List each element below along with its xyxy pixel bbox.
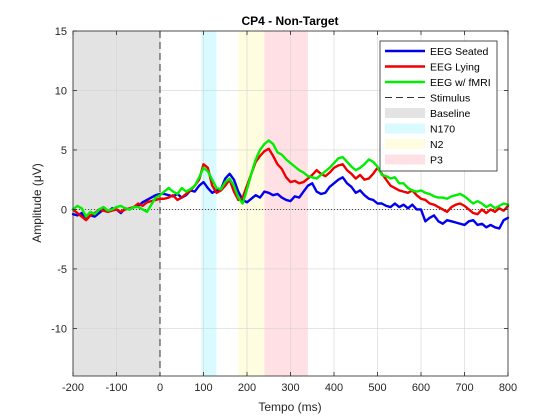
legend-entry-n2-label: N2 (430, 139, 444, 151)
series-line-eeg-w-fmri (71, 139, 510, 218)
x-axis-ticks: -200 -100 0 100 200 300 400 500 600 700 800 (62, 31, 517, 394)
region-n170 (201, 31, 217, 376)
x-tick-label: 700 (455, 382, 473, 394)
legend-entry-p3-label: P3 (430, 155, 443, 167)
legend-entry-p3-swatch (385, 154, 425, 165)
x-tick-label: 100 (194, 382, 212, 394)
y-tick-label: 15 (55, 26, 67, 38)
legend: EEG Seated EEG Lying EEG w/ fMRI Stimulus Ba… (379, 40, 498, 172)
y-axis-ticks: 15 10 5 0 -5 -10 (51, 26, 508, 335)
series-line-eeg-lying (71, 147, 510, 222)
x-tick-label: 500 (368, 382, 386, 394)
series-line-eeg-seated (71, 172, 510, 230)
legend-entry-eeg-w-fmri-label: EEG w/ fMRI (430, 77, 491, 89)
legend-entry-baseline-swatch (385, 108, 425, 118)
x-tick-label: -100 (105, 382, 127, 394)
series-lines (71, 139, 510, 230)
legend-entry-stimulus-label: Stimulus (430, 93, 470, 105)
y-axis-label: Amplitude (μV) (30, 163, 44, 243)
y-tick-label: 5 (61, 145, 67, 157)
legend-entry-baseline-label: Baseline (430, 108, 470, 120)
legend-entry-n170-swatch (385, 123, 425, 134)
x-tick-label: 600 (412, 382, 430, 394)
x-tick-label: -200 (62, 382, 84, 394)
chart-title: CP4 - Non-Target (241, 14, 338, 28)
legend-entry-eeg-seated-label: EEG Seated (430, 46, 489, 58)
x-tick-label: 200 (238, 382, 256, 394)
x-tick-label: 400 (325, 382, 343, 394)
x-tick-label: 0 (157, 382, 163, 394)
y-tick-label: -5 (57, 264, 67, 276)
x-axis-label: Tempo (ms) (258, 400, 321, 414)
reference-lines (73, 31, 508, 376)
x-tick-label: 300 (281, 382, 299, 394)
highlight-regions (73, 31, 308, 376)
y-tick-label: 10 (55, 85, 67, 97)
y-tick-label: -10 (51, 323, 67, 335)
legend-entry-eeg-lying-label: EEG Lying (430, 62, 480, 74)
x-tick-label: 800 (499, 382, 517, 394)
legend-entry-n170-label: N170 (430, 124, 455, 136)
region-p3 (264, 31, 308, 376)
y-tick-label: 0 (61, 204, 67, 216)
legend-entry-n2-swatch (385, 139, 425, 149)
legend-box (379, 40, 498, 172)
